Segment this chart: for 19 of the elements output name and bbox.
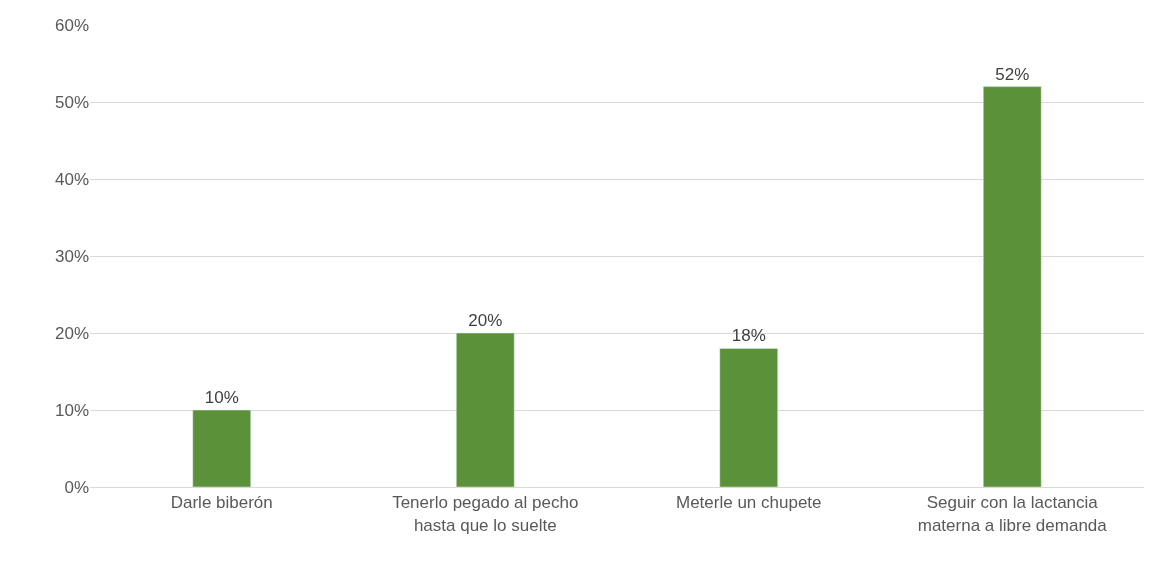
data-label: 10%	[204, 388, 239, 407]
bar	[192, 409, 251, 487]
y-tick-label: 30%	[54, 246, 89, 266]
x-tick-label: Meterle un chupete	[675, 493, 822, 513]
y-tick-label: 50%	[54, 92, 89, 112]
x-tick-label: Tenerlo pegado al pecho hasta que lo suelte	[392, 493, 579, 535]
y-tick-label: 10%	[54, 400, 89, 420]
data-label: 18%	[731, 326, 766, 346]
bar	[456, 332, 515, 487]
y-tick-label: 0%	[64, 477, 89, 497]
data-label: 52%	[995, 64, 1030, 84]
bar	[983, 86, 1042, 487]
data-label: 20%	[468, 311, 503, 330]
y-tick-label: 40%	[54, 169, 89, 189]
y-tick-label: 60%	[54, 15, 89, 35]
x-tick-label: Darle biberón	[170, 493, 273, 513]
bar	[719, 348, 778, 487]
x-tick-label: Seguir con la lactancia materna a libre demanda	[917, 493, 1108, 535]
y-tick-label: 20%	[54, 323, 89, 343]
